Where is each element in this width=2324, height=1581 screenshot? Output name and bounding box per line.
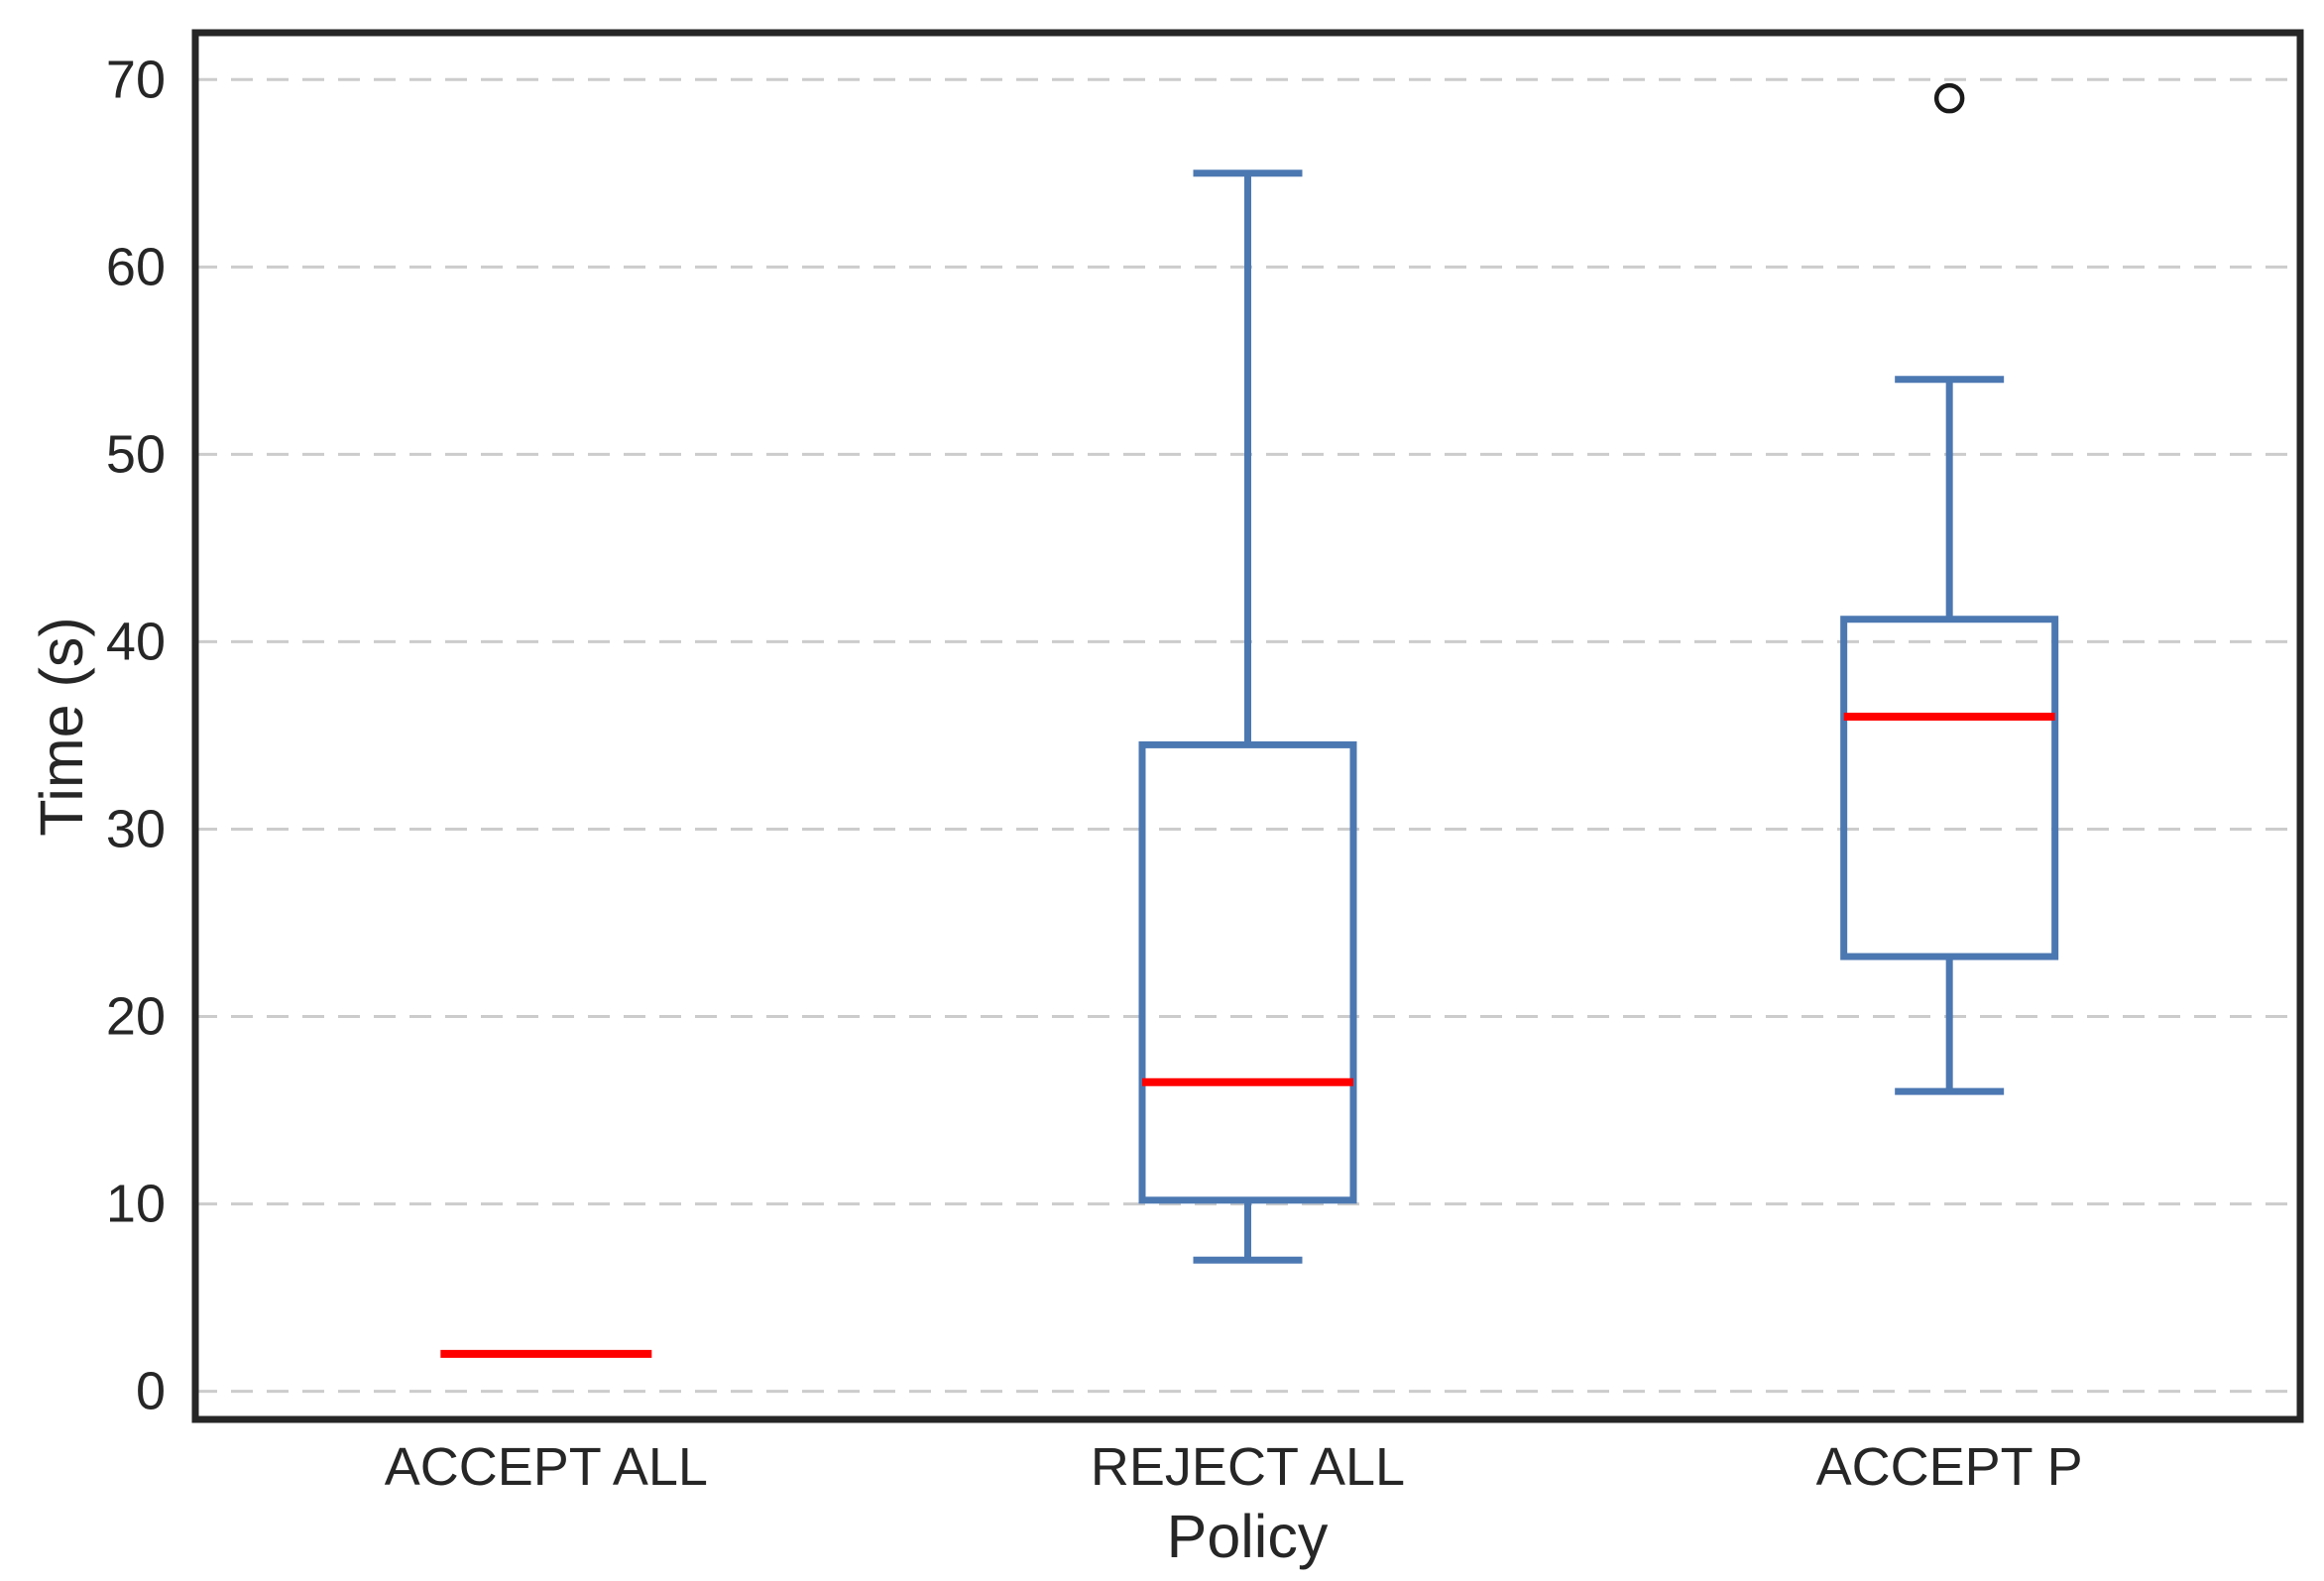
y-tick-label-0: 0	[136, 1362, 166, 1421]
y-axis-label: Time (s)	[28, 617, 95, 836]
x-axis-label: Policy	[1167, 1503, 1329, 1570]
y-tick-labels-group: 0 10 20 30 40 50 60 70	[106, 50, 166, 1420]
y-tick-label-40: 40	[106, 612, 166, 671]
y-tick-label-20: 20	[106, 987, 166, 1047]
box-marks-group	[440, 82, 2059, 1358]
y-tick-label-30: 30	[106, 799, 166, 858]
iqr-box-reject-all	[1138, 740, 1357, 1204]
x-tick-labels-group: ACCEPT ALL REJECT ALL ACCEPT P	[385, 1437, 2083, 1497]
x-tick-label-accept-all: ACCEPT ALL	[385, 1437, 708, 1497]
y-tick-label-10: 10	[106, 1175, 166, 1234]
plot-frame	[191, 29, 2304, 1423]
iqr-box-accept-p	[1840, 616, 2059, 960]
y-tick-label-60: 60	[106, 237, 166, 296]
y-tick-label-50: 50	[106, 424, 166, 484]
y-tick-label-70: 70	[106, 50, 166, 109]
x-tick-label-reject-all: REJECT ALL	[1091, 1437, 1405, 1497]
outlier-point-accept-p-0	[1933, 82, 1965, 114]
x-tick-label-accept-p: ACCEPT P	[1816, 1437, 2083, 1497]
